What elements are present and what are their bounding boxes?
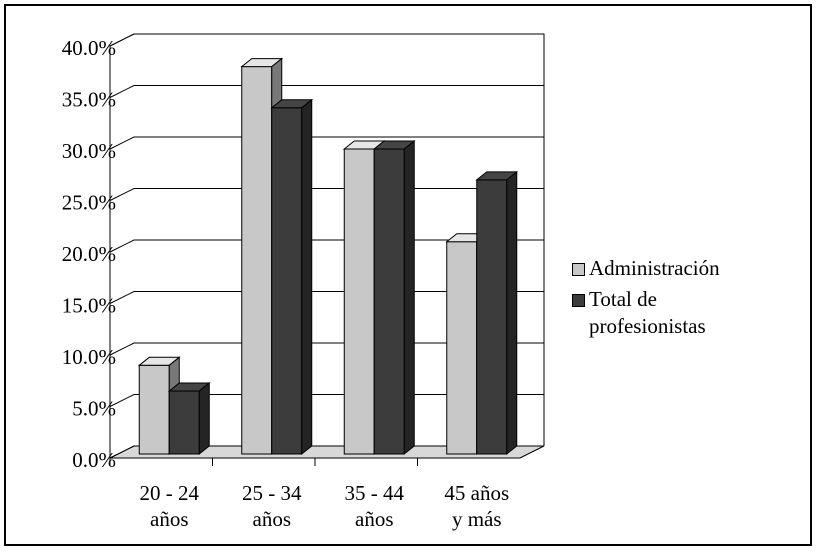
bar: [167, 382, 211, 456]
y-tick-label: 30.0%: [62, 139, 116, 163]
legend-swatch: [572, 294, 585, 307]
legend-item: Total de profesionistas: [572, 286, 802, 340]
y-tick-label: 5.0%: [72, 396, 116, 420]
x-tick-label: 20 - 24: [140, 481, 200, 505]
bar: [270, 98, 314, 456]
y-tick-label: 20.0%: [62, 242, 116, 266]
grid-line: [109, 85, 544, 98]
x-tick-label: años: [253, 507, 292, 531]
bar-side: [403, 139, 415, 456]
bar-front: [241, 66, 273, 455]
y-tick-label: 10.0%: [62, 345, 116, 369]
y-tick-label: 40.0%: [62, 36, 116, 60]
bar-front: [138, 364, 170, 455]
legend: Administración Total de profesionistas: [572, 255, 802, 344]
bar-front: [343, 148, 375, 455]
legend-swatch: [572, 263, 585, 276]
legend-item: Administración: [572, 255, 802, 282]
x-tick-label: 45 años: [444, 481, 509, 505]
bar-front: [476, 179, 508, 455]
x-tick-label: y más: [452, 507, 502, 531]
bar-front: [168, 390, 200, 455]
bar-front: [271, 107, 303, 455]
bar-front: [373, 148, 405, 455]
bar: [372, 139, 416, 456]
y-tick-label: 25.0%: [62, 190, 116, 214]
bar-side: [506, 170, 518, 456]
y-tick-label: 15.0%: [62, 293, 116, 317]
frame: [4, 4, 812, 546]
x-tick-label: años: [150, 507, 189, 531]
bar-side: [198, 382, 210, 456]
y-tick-label: 35.0%: [62, 87, 116, 111]
grid-line: [109, 33, 544, 47]
grid-line: [109, 136, 544, 150]
bar-side: [301, 98, 313, 456]
legend-label: Administración: [589, 256, 720, 280]
legend-label: Total de profesionistas: [589, 287, 706, 338]
x-tick-label: años: [355, 507, 394, 531]
y-tick-label: 0.0%: [72, 448, 116, 472]
x-tick-label: 35 - 44: [345, 481, 405, 505]
bar: [475, 170, 519, 456]
bar-front: [446, 241, 478, 455]
x-tick-label: 25 - 34: [242, 481, 302, 505]
